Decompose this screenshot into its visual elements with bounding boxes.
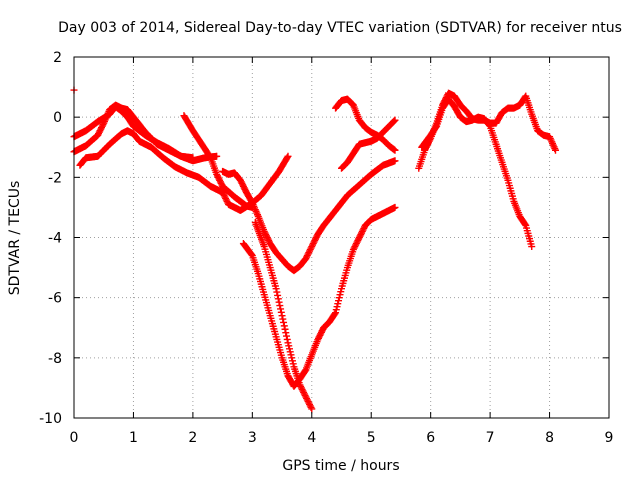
data-point-marker — [528, 243, 536, 251]
data-point-marker — [206, 153, 214, 161]
data-point-marker — [391, 203, 399, 211]
x-tick-label: 2 — [188, 430, 197, 446]
data-point-marker — [278, 312, 286, 320]
x-tick-label: 0 — [70, 430, 79, 446]
data-point-marker — [189, 154, 197, 162]
data-point-marker — [307, 403, 315, 411]
data-point-marker — [277, 308, 285, 316]
data-point-marker — [279, 315, 287, 323]
x-tick-label: 5 — [367, 430, 376, 446]
data-point-marker — [282, 329, 290, 337]
y-axis-label: SDTVAR / TECUs — [7, 181, 23, 296]
data-point-marker — [308, 405, 316, 413]
data-point-marker — [521, 220, 529, 228]
y-tick-label: -6 — [48, 291, 62, 307]
x-tick-label: 8 — [545, 430, 554, 446]
data-point-marker — [391, 116, 399, 124]
data-point-marker — [248, 251, 256, 259]
data-point-marker — [283, 154, 291, 162]
data-point-marker — [99, 121, 107, 129]
data-point-marker — [485, 121, 493, 129]
data-point-marker — [274, 291, 282, 299]
data-point-marker — [283, 335, 291, 343]
data-point-marker — [281, 325, 289, 333]
data-point-marker — [283, 332, 291, 340]
data-point-marker — [272, 285, 280, 293]
y-tick-label: -2 — [48, 170, 62, 186]
data-point-marker — [552, 146, 559, 154]
data-point-marker — [280, 318, 288, 326]
data-point-marker — [390, 117, 398, 125]
axis-ticks — [73, 56, 610, 419]
data-point-marker — [280, 322, 288, 330]
data-point-marker — [213, 152, 221, 160]
y-tick-label: 2 — [53, 50, 62, 66]
x-tick-label: 6 — [426, 430, 435, 446]
data-point-marker — [275, 298, 283, 306]
data-point-marker — [391, 146, 399, 154]
data-point-marker — [390, 118, 398, 126]
x-tick-label: 3 — [248, 430, 257, 446]
x-axis-label: GPS time / hours — [282, 458, 399, 474]
data-point-marker — [391, 157, 399, 165]
data-point-marker — [331, 310, 339, 318]
x-tick-label: 4 — [307, 430, 316, 446]
chart-title: Day 003 of 2014, Sidereal Day-to-day VTE… — [58, 20, 622, 36]
data-marks — [70, 86, 559, 413]
x-tick-label: 1 — [129, 430, 138, 446]
y-tick-label: 0 — [53, 110, 62, 126]
data-point-marker — [273, 288, 281, 296]
data-point-marker — [432, 123, 440, 131]
y-tick-label: -4 — [48, 231, 62, 247]
y-tick-label: -10 — [39, 411, 62, 427]
data-point-marker — [284, 152, 292, 160]
grid — [74, 57, 609, 418]
data-point-marker — [276, 302, 284, 310]
x-tick-label: 9 — [605, 430, 614, 446]
x-tick-label: 7 — [486, 430, 495, 446]
y-tick-label: -8 — [48, 351, 62, 367]
data-point-marker — [274, 295, 282, 303]
data-point-marker — [277, 305, 285, 313]
tick-labels: 0 1 2 3 4 5 6 7 8 9 -10 -8 -6 -4 -2 0 2 — [39, 50, 613, 446]
